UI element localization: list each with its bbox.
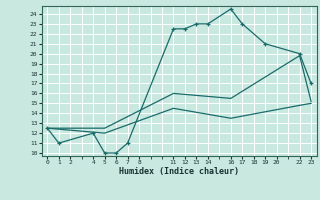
- X-axis label: Humidex (Indice chaleur): Humidex (Indice chaleur): [119, 167, 239, 176]
